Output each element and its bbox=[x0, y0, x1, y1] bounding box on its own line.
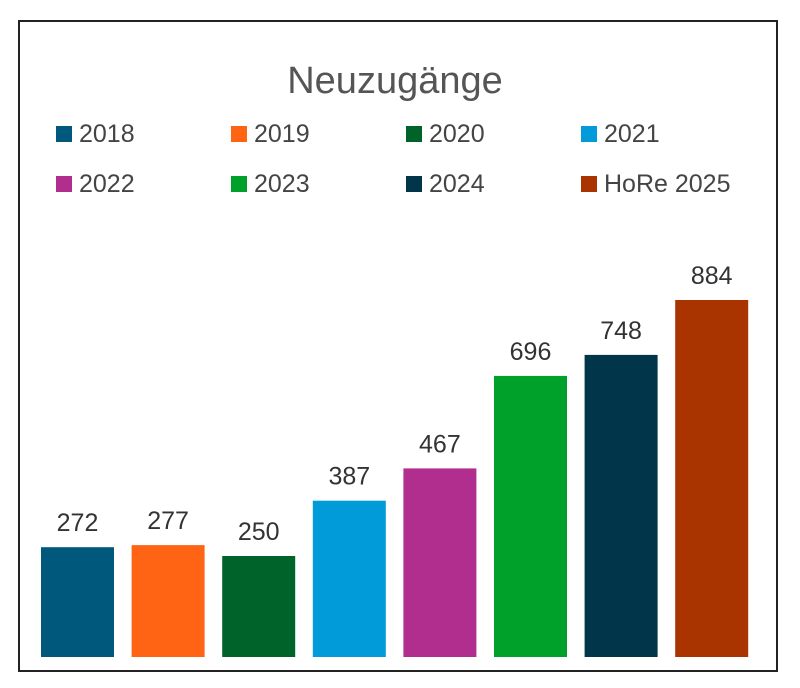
bar-value-label: 467 bbox=[419, 430, 461, 458]
legend-item: 2019 bbox=[231, 116, 310, 152]
legend-swatch bbox=[231, 176, 247, 192]
legend-swatch bbox=[581, 126, 597, 142]
legend-label: 2018 bbox=[79, 119, 135, 148]
legend-item: 2023 bbox=[231, 166, 310, 202]
legend-label: 2023 bbox=[254, 169, 310, 198]
bar-value-label: 387 bbox=[328, 463, 370, 491]
legend-item: 2024 bbox=[406, 166, 485, 202]
legend-swatch bbox=[56, 176, 72, 192]
legend-label: 2024 bbox=[429, 169, 485, 198]
legend-label: 2021 bbox=[604, 119, 660, 148]
legend-label: 2019 bbox=[254, 119, 310, 148]
legend-label: HoRe 2025 bbox=[604, 169, 731, 198]
legend-swatch bbox=[231, 126, 247, 142]
legend-item: 2020 bbox=[406, 116, 485, 152]
chart-title: Neuzugänge bbox=[287, 60, 503, 102]
bar bbox=[41, 547, 114, 657]
bar-value-label: 884 bbox=[691, 262, 733, 290]
bar-value-label: 250 bbox=[238, 518, 280, 546]
legend-item: 2022 bbox=[56, 166, 135, 202]
bar bbox=[222, 556, 296, 657]
bar bbox=[675, 300, 749, 657]
legend-swatch bbox=[581, 176, 597, 192]
bar-value-label: 272 bbox=[57, 509, 99, 537]
legend-label: 2022 bbox=[79, 169, 135, 198]
legend-item: 2018 bbox=[56, 116, 135, 152]
bar-value-label: 277 bbox=[147, 507, 189, 535]
legend-item: HoRe 2025 bbox=[581, 166, 730, 202]
legend-label: 2020 bbox=[429, 119, 485, 148]
legend-swatch bbox=[56, 126, 72, 142]
bar-value-label: 696 bbox=[510, 338, 552, 366]
bar bbox=[131, 545, 205, 657]
bar bbox=[584, 354, 658, 657]
bar bbox=[403, 468, 477, 657]
bar bbox=[494, 375, 567, 657]
bar-value-label: 748 bbox=[600, 317, 642, 345]
legend-swatch bbox=[406, 126, 422, 142]
bar bbox=[312, 500, 386, 657]
legend-swatch bbox=[406, 176, 422, 192]
legend-item: 2021 bbox=[581, 116, 660, 152]
